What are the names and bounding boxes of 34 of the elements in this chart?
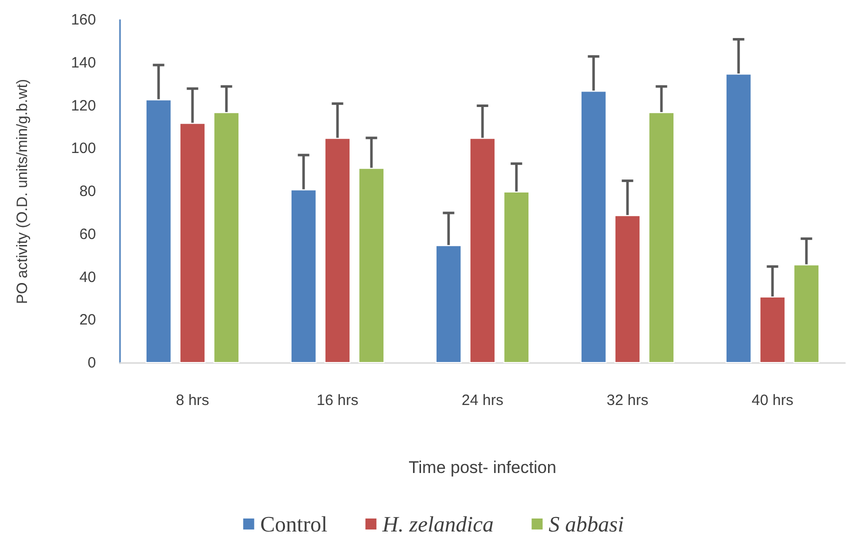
bar: [179, 122, 206, 363]
bar: [146, 99, 172, 363]
x-tick-label: 40 hrs: [752, 392, 794, 409]
y-tick-label: 120: [70, 97, 96, 114]
x-tick-label: 24 hrs: [462, 392, 504, 409]
y-tick-label: 140: [70, 54, 96, 72]
bar: [324, 138, 351, 363]
legend-label: S abbasi: [548, 512, 624, 536]
bar: [648, 112, 674, 363]
y-tick-label: 60: [79, 226, 96, 243]
bar: [793, 264, 820, 363]
y-tick-label: 100: [70, 140, 96, 158]
bar: [469, 138, 496, 363]
x-tick-label: 32 hrs: [606, 392, 648, 409]
y-tick-label: 0: [88, 354, 96, 372]
bar: [759, 296, 786, 363]
y-tick-label: 20: [79, 312, 96, 329]
bar: [503, 192, 530, 363]
bar: [614, 215, 641, 363]
y-tick-label: 80: [79, 183, 96, 200]
bar: [213, 112, 240, 363]
y-axis-title: PO activity (O.D. units/min/g.b.wt): [14, 78, 31, 304]
x-axis-title: Time post- infection: [408, 458, 556, 477]
y-tick-label: 40: [79, 268, 96, 286]
bar: [580, 90, 607, 363]
bar: [358, 168, 384, 363]
bar: [436, 245, 462, 363]
bar: [290, 189, 317, 363]
legend-label: Control: [260, 512, 328, 536]
x-tick-label: 8 hrs: [176, 392, 210, 409]
bar: [726, 74, 752, 363]
x-tick-label: 16 hrs: [316, 392, 358, 409]
y-tick-label: 160: [70, 12, 96, 28]
legend-label: H. zelandica: [381, 512, 494, 536]
